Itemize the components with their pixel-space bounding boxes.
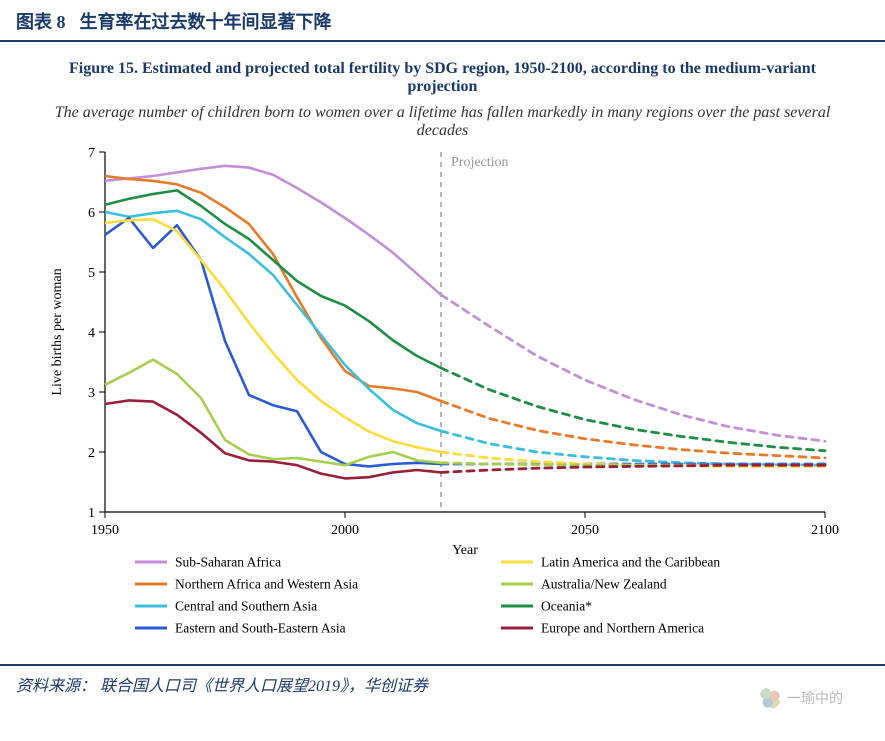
series-line-historical: [105, 176, 441, 401]
watermark-icon: [759, 687, 781, 709]
legend-label: Northern Africa and Western Asia: [175, 577, 358, 592]
legend-label: Central and Southern Asia: [175, 599, 317, 614]
figure-subtitle: The average number of children born to w…: [0, 98, 885, 140]
x-tick-label: 2050: [571, 523, 599, 538]
x-tick-label: 2100: [811, 523, 839, 538]
y-tick-label: 3: [88, 386, 95, 401]
chart-container: 1 2 3 4 5 6 7 1950 2000 2050 2100 Year Live births p…: [0, 140, 885, 664]
y-tick-label: 5: [88, 266, 95, 281]
series-line-projected: [441, 465, 825, 472]
legend-label: Oceania*: [541, 599, 592, 614]
x-axis-label: Year: [452, 543, 478, 558]
watermark-text: 一瑜中的: [787, 688, 843, 708]
source-prefix: 资料来源：: [16, 678, 96, 695]
y-tick-label: 1: [88, 506, 95, 521]
watermark: 一瑜中的: [759, 687, 843, 709]
y-tick-label: 6: [88, 206, 95, 221]
legend-label: Australia/New Zealand: [541, 577, 667, 592]
series-line-historical: [105, 360, 441, 466]
series-line-historical: [105, 211, 441, 431]
series-line-projected: [441, 295, 825, 441]
y-tick-label: 7: [88, 146, 95, 161]
figure-title: Figure 15. Estimated and projected total…: [0, 42, 885, 98]
legend-label: Latin America and the Caribbean: [541, 555, 720, 570]
table-index: 图表 8: [16, 8, 66, 34]
source-text: 联合国人口司《世界人口展望2019》，华创证券: [100, 678, 428, 695]
legend-label: Sub-Saharan Africa: [175, 555, 281, 570]
series-line-projected: [441, 368, 825, 451]
series-line-historical: [105, 190, 441, 368]
legend-label: Eastern and South-Eastern Asia: [175, 621, 346, 636]
y-axis-label: Live births per woman: [50, 268, 65, 395]
projection-label: Projection: [451, 155, 509, 170]
header-bar: 图表 8 生育率在过去数十年间显著下降: [0, 0, 885, 42]
y-tick-label: 2: [88, 446, 95, 461]
table-title-cn: 生育率在过去数十年间显著下降: [80, 8, 332, 34]
y-tick-label: 4: [88, 326, 95, 341]
fertility-line-chart: 1 2 3 4 5 6 7 1950 2000 2050 2100 Year Live births p…: [31, 140, 855, 664]
source-bar: 资料来源： 联合国人口司《世界人口展望2019》，华创证券: [0, 664, 885, 702]
x-tick-label: 2000: [331, 523, 359, 538]
x-tick-label: 1950: [91, 523, 119, 538]
legend-label: Europe and Northern America: [541, 621, 704, 636]
